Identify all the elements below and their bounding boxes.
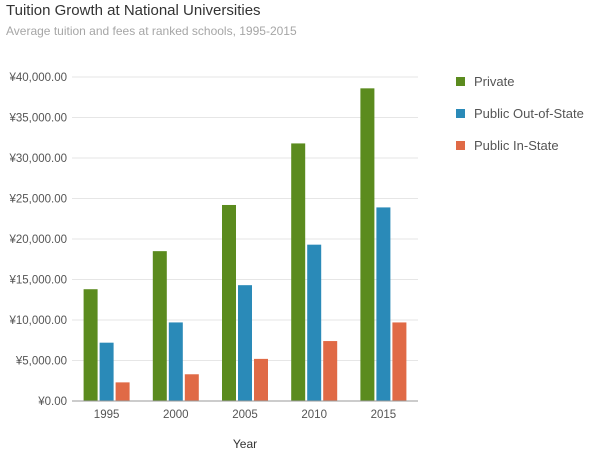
bar-private-2000 bbox=[152, 251, 167, 401]
bar-public-in-state-2010 bbox=[323, 341, 338, 401]
y-tick-label: ¥15,000.00 bbox=[8, 275, 67, 287]
legend-label: Public Out-of-State bbox=[474, 106, 584, 121]
y-tick-label: ¥30,000.00 bbox=[8, 153, 67, 165]
bar-public-out-of-state-2000 bbox=[168, 322, 183, 401]
bar-private-2010 bbox=[291, 143, 306, 402]
y-tick-label: ¥20,000.00 bbox=[8, 234, 67, 246]
x-tick-label: 2005 bbox=[232, 409, 258, 421]
bar-public-out-of-state-1995 bbox=[99, 342, 114, 401]
x-tick-label: 2000 bbox=[163, 409, 189, 421]
bar-public-in-state-1995 bbox=[115, 382, 130, 401]
bar-private-1995 bbox=[83, 289, 98, 401]
y-tick-label: ¥5,000.00 bbox=[15, 356, 67, 368]
bar-public-in-state-2005 bbox=[254, 358, 268, 401]
x-axis-ticks: 1995 2000 2005 2010 2015 bbox=[94, 409, 396, 421]
y-tick-label: ¥25,000.00 bbox=[8, 194, 67, 206]
y-tick-label: ¥10,000.00 bbox=[8, 315, 67, 327]
bar-private-2005 bbox=[222, 204, 236, 401]
bar-private-2015 bbox=[360, 88, 375, 401]
legend: Private Public Out-of-State Public In-Stat… bbox=[456, 74, 584, 153]
bars bbox=[83, 88, 407, 402]
bar-public-in-state-2000 bbox=[184, 374, 199, 401]
chart-subtitle: Average tuition and fees at ranked schoo… bbox=[6, 24, 297, 38]
x-tick-label: 2015 bbox=[371, 409, 397, 421]
legend-label: Private bbox=[474, 74, 514, 89]
y-tick-label: ¥35,000.00 bbox=[8, 113, 67, 125]
legend-label: Public In-State bbox=[474, 138, 559, 153]
bar-public-out-of-state-2010 bbox=[307, 244, 322, 401]
chart-title: Tuition Growth at National Universities bbox=[6, 2, 261, 19]
x-axis-title: Year bbox=[233, 437, 257, 451]
bar-public-out-of-state-2005 bbox=[238, 285, 252, 401]
y-axis-ticks: ¥0.00 ¥5,000.00 ¥10,000.00 ¥15,000.00 ¥20,00… bbox=[8, 72, 67, 408]
legend-swatch bbox=[456, 109, 465, 118]
legend-swatch bbox=[456, 141, 465, 150]
legend-swatch bbox=[456, 77, 465, 86]
y-tick-label: ¥40,000.00 bbox=[8, 72, 67, 84]
bar-public-in-state-2015 bbox=[392, 322, 407, 401]
x-tick-label: 1995 bbox=[94, 409, 120, 421]
gridlines bbox=[72, 76, 418, 361]
x-tick-label: 2010 bbox=[301, 409, 327, 421]
y-tick-label: ¥0.00 bbox=[37, 396, 67, 408]
bar-public-out-of-state-2015 bbox=[376, 207, 391, 401]
